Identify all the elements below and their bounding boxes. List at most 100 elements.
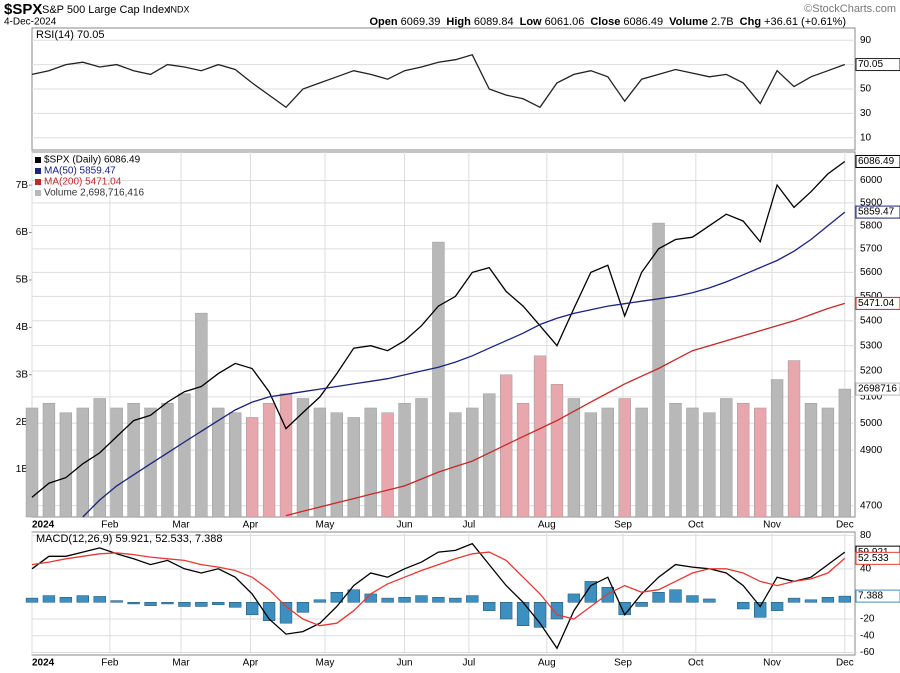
exchange: INDX	[168, 4, 190, 14]
bar	[25, 597, 39, 603]
y-tick-label: 80	[860, 530, 872, 541]
legend-swatch	[35, 190, 41, 196]
bar	[804, 402, 818, 518]
bar	[635, 407, 648, 518]
bar	[144, 602, 157, 606]
bar	[59, 597, 73, 603]
x-tick-label: Jun	[396, 658, 412, 669]
bar	[838, 388, 852, 518]
bar	[584, 412, 598, 518]
bar	[635, 602, 648, 607]
value-box	[855, 382, 900, 396]
y-tick-label: 5300	[860, 340, 883, 351]
y2-tick-label: 4B	[16, 322, 29, 333]
bar	[533, 355, 547, 518]
quote-label: Chg	[740, 16, 761, 28]
bar	[245, 417, 259, 518]
y-tick-label: 30	[860, 108, 872, 119]
bar	[584, 581, 598, 603]
bar	[195, 602, 208, 607]
y-tick-label: 90	[860, 35, 872, 46]
bar	[42, 595, 56, 603]
y-tick-label: -60	[860, 647, 875, 658]
bar	[804, 599, 818, 603]
bar	[770, 379, 784, 518]
y-tick-label: 40	[860, 563, 872, 574]
value-box	[855, 154, 900, 168]
index-name: S&P 500 Large Cap Index	[42, 4, 170, 16]
value-box-label: 5859.47	[858, 207, 895, 218]
bar	[144, 407, 157, 518]
bar	[567, 398, 581, 518]
y2-tick-label: 2B	[16, 417, 29, 428]
x-tick-label: 2024	[32, 658, 55, 669]
bar	[161, 402, 174, 518]
y-tick-label: 5700	[860, 243, 883, 254]
bar	[313, 407, 327, 518]
bar	[737, 402, 750, 518]
x-tick-label: May	[316, 658, 335, 669]
bar	[76, 595, 89, 603]
bar	[652, 222, 665, 518]
bar	[398, 597, 411, 603]
bar	[499, 374, 513, 518]
bar	[262, 402, 276, 518]
bar	[364, 407, 377, 518]
bar	[212, 407, 225, 518]
source: ©StockCharts.com	[804, 3, 896, 15]
x-tick-label: May	[316, 520, 335, 531]
bar	[262, 602, 276, 621]
bar	[618, 398, 631, 518]
quote: Open 6069.39 High 6089.84 Low 6061.06 Close 608…	[369, 16, 846, 28]
bar	[212, 602, 225, 606]
bar	[821, 597, 835, 603]
bar	[229, 602, 242, 608]
legend-label: MA(200) 5471.04	[44, 177, 122, 188]
legend-label: MA(50) 5859.47	[44, 166, 116, 177]
bar	[93, 596, 106, 603]
bar	[195, 312, 208, 518]
bar	[330, 591, 343, 603]
bar	[381, 597, 394, 603]
y-tick-label: 5900	[860, 198, 883, 209]
quote-value: 6061.06	[545, 16, 585, 28]
value-box	[855, 205, 900, 219]
bar	[753, 602, 767, 618]
x-tick-label: Jul	[463, 520, 476, 531]
bar	[669, 402, 682, 518]
x-tick-label: Nov	[763, 658, 781, 669]
symbol: $SPX	[4, 1, 42, 18]
x-tick-label: Aug	[538, 520, 556, 531]
bar	[296, 602, 310, 613]
legend-label: Volume 2,698,716,416	[44, 188, 145, 199]
y-tick-label: -40	[860, 630, 875, 641]
y2-tick-label: 5B	[16, 275, 29, 286]
y-tick-label: 5400	[860, 315, 883, 326]
bar	[398, 402, 411, 518]
y-tick-label: 4700	[860, 500, 883, 511]
value-box	[855, 296, 900, 310]
series-line	[31, 54, 846, 109]
bar	[753, 407, 767, 518]
bar	[42, 402, 56, 518]
series-line	[285, 302, 845, 517]
bar	[499, 602, 513, 620]
bar	[601, 407, 614, 518]
bar	[313, 599, 327, 603]
panel	[31, 531, 856, 656]
bar	[161, 602, 174, 605]
y-tick-label: 5000	[860, 418, 883, 429]
quote-value: 2.7B	[711, 16, 734, 28]
y-tick-label: 4900	[860, 445, 883, 456]
value-box-label: 70.05	[858, 59, 883, 70]
bar	[110, 407, 123, 518]
bar	[669, 589, 682, 603]
bar	[652, 591, 665, 603]
y-tick-label: 5600	[860, 267, 883, 278]
bar	[567, 593, 581, 603]
panel-title: RSI(14) 70.05	[36, 29, 104, 41]
quote-label: Volume	[669, 16, 708, 28]
x-tick-label: Oct	[688, 658, 704, 669]
bar	[787, 360, 801, 518]
